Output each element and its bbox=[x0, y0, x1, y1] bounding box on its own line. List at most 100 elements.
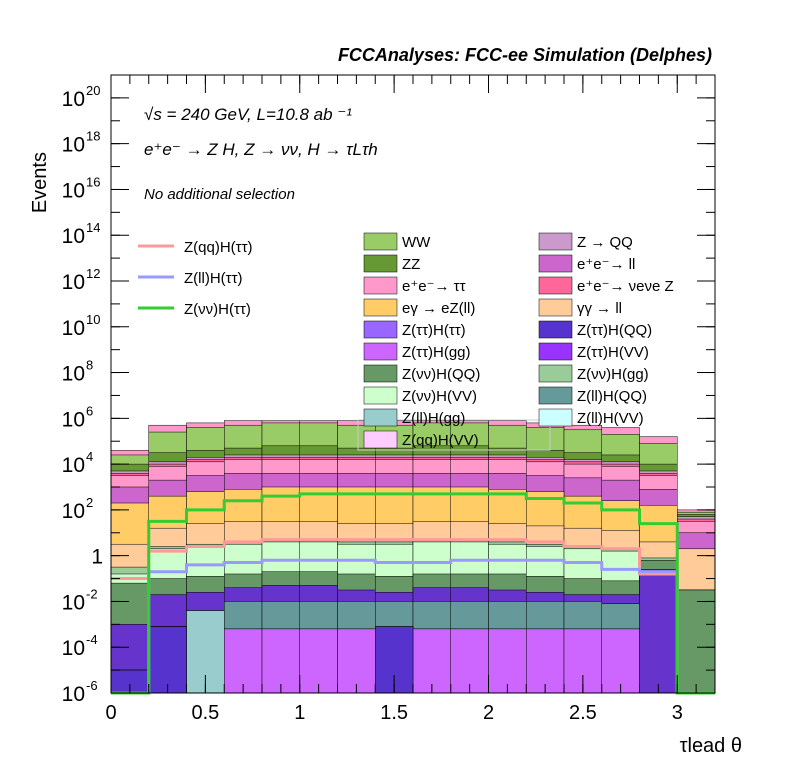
legend-bkg-swatch bbox=[538, 254, 573, 273]
bar-Z(ττ)H(gg)-bin-13 bbox=[601, 628, 640, 694]
legend-bkg-label: e⁺e⁻→ ll bbox=[577, 256, 635, 273]
y-tick-exponent: 20 bbox=[86, 83, 100, 98]
y-tick-exponent: -4 bbox=[86, 632, 98, 647]
legend-bkg-swatch bbox=[363, 298, 398, 317]
legend-bkg-swatch bbox=[538, 386, 573, 405]
x-tick-label: 0.5 bbox=[191, 702, 219, 724]
legend-bkg-swatch bbox=[363, 320, 398, 339]
x-tick-label: 3 bbox=[672, 702, 683, 724]
legend-signal-label: Z(νν)H(ττ) bbox=[184, 301, 251, 318]
y-tick-exponent: 14 bbox=[86, 220, 100, 235]
y-tick-label: 10 bbox=[62, 134, 85, 157]
bar-Z(ττ)H(gg)-bin-5 bbox=[299, 628, 338, 694]
legend-bkg-label: Z(ll)H(gg) bbox=[402, 410, 465, 427]
legend-bkg-label: γγ → ll bbox=[577, 300, 622, 317]
bar-Z(ττ)H(gg)-bin-3 bbox=[224, 628, 263, 694]
y-tick-label: 10 bbox=[62, 500, 85, 523]
y-tick-label: 10 bbox=[62, 408, 85, 431]
legend-bkg-swatch bbox=[363, 254, 398, 273]
bar-Z(ττ)H(gg)-bin-11 bbox=[526, 628, 565, 694]
legend-signal-label: Z(ll)H(ττ) bbox=[184, 270, 243, 287]
y-tick-label: 10 bbox=[62, 88, 85, 111]
legend-bkg-swatch bbox=[363, 408, 398, 427]
legend: Z(qq)H(ττ) Z(ll)H(ττ) Z(νν)H(ττ) WW Z → QQ ZZ… bbox=[138, 232, 674, 451]
legend-bkg-swatch bbox=[538, 408, 573, 427]
histogram-bars bbox=[110, 420, 716, 694]
bar-Z(ττ)H(QQ)-bin-1 bbox=[148, 626, 187, 694]
y-tick-exponent: 6 bbox=[86, 403, 93, 418]
legend-highlight-box bbox=[357, 419, 551, 451]
y-tick-label: 10 bbox=[62, 591, 85, 614]
signal-line-Z(ll)H(ττ) bbox=[111, 558, 715, 695]
x-tick-label: 1 bbox=[294, 702, 305, 724]
y-tick-label: 10 bbox=[62, 363, 85, 386]
y-tick-exponent: 8 bbox=[86, 358, 93, 373]
legend-bkg-label: Z(ττ)H(gg) bbox=[402, 344, 471, 361]
legend-bkg-swatch bbox=[363, 386, 398, 405]
legend-bkg-label: Z(ττ)H(ττ) bbox=[402, 322, 466, 339]
legend-bkg-label: Z(ττ)H(QQ) bbox=[577, 322, 652, 339]
legend-bkg-label: Z(qq)H(VV) bbox=[402, 432, 479, 449]
y-tick-label: 10 bbox=[62, 271, 85, 294]
y-tick-exponent: 16 bbox=[86, 174, 100, 189]
legend-bkg-label: Z → QQ bbox=[577, 234, 633, 251]
y-tick-label: 10 bbox=[62, 225, 85, 248]
selection-label: No additional selection bbox=[144, 186, 295, 203]
y-tick-exponent: 12 bbox=[86, 266, 100, 281]
bar-Z(ττ)H(gg)-bin-4 bbox=[261, 628, 300, 694]
legend-bkg-swatch bbox=[538, 232, 573, 251]
signal-line-Z(νν)H(ττ) bbox=[111, 492, 715, 695]
y-tick-exponent: 2 bbox=[86, 495, 93, 510]
y-tick-exponent: 4 bbox=[86, 449, 93, 464]
y-tick-label: 10 bbox=[62, 179, 85, 202]
y-tick-label: 10 bbox=[62, 317, 85, 340]
legend-bkg-swatch bbox=[538, 342, 573, 361]
legend-bkg-label: Z(νν)H(VV) bbox=[402, 388, 477, 405]
process-label: e⁺e⁻ → Z H, Z → νν, H → τLτh bbox=[144, 140, 378, 159]
y-tick-exponent: 10 bbox=[86, 312, 100, 327]
legend-bkg-label: WW bbox=[402, 234, 431, 251]
legend-bkg-swatch bbox=[363, 430, 398, 449]
y-tick-label: 1 bbox=[91, 546, 103, 569]
y-tick-label: 10 bbox=[62, 454, 85, 477]
legend-bkg-label: Z(ll)H(VV) bbox=[577, 410, 644, 427]
legend-bkg-label: Z(νν)H(QQ) bbox=[402, 366, 480, 383]
legend-bkg-label: Z(ll)H(QQ) bbox=[577, 388, 647, 405]
legend-bkg-label: Z(ττ)H(VV) bbox=[577, 344, 649, 361]
bar-Z(νν)H(QQ)-bin-15 bbox=[677, 589, 716, 694]
x-axis-label: τlead θ bbox=[680, 735, 742, 757]
y-tick-exponent: 18 bbox=[86, 129, 100, 144]
chart-header: FCCAnalyses: FCC-ee Simulation (Delphes) bbox=[338, 45, 712, 65]
legend-bkg-swatch bbox=[538, 320, 573, 339]
legend-bkg-swatch bbox=[538, 364, 573, 383]
x-tick-label: 0 bbox=[105, 702, 116, 724]
bar-Z(ττ)H(gg)-bin-8 bbox=[412, 628, 451, 694]
y-tick-label: 10 bbox=[62, 683, 85, 706]
x-tick-label: 2 bbox=[483, 702, 494, 724]
legend-bkg-label: e⁺e⁻→ νeνe Z bbox=[577, 278, 674, 295]
x-tick-label: 1.5 bbox=[380, 702, 408, 724]
legend-bkg-swatch bbox=[363, 232, 398, 251]
bar-Z(ττ)H(gg)-bin-10 bbox=[488, 628, 527, 694]
signal-line-Z(qq)H(ττ) bbox=[111, 538, 715, 695]
y-tick-exponent: -6 bbox=[86, 678, 98, 693]
legend-bkg-swatch bbox=[363, 364, 398, 383]
signal-lines bbox=[111, 492, 715, 695]
x-tick-label: 2.5 bbox=[569, 702, 597, 724]
bar-Z(ττ)H(gg)-bin-9 bbox=[450, 628, 489, 694]
legend-bkg-label: Z(νν)H(gg) bbox=[577, 366, 649, 383]
y-tick-exponent: -2 bbox=[86, 586, 98, 601]
legend-bkg-swatch bbox=[363, 342, 398, 361]
legend-signal-label: Z(qq)H(ττ) bbox=[184, 239, 253, 256]
legend-bkg-label: ZZ bbox=[402, 256, 420, 273]
bar-Z(ττ)H(VV)-bin-14 bbox=[639, 569, 678, 694]
legend-bkg-label: eγ → eZ(ll) bbox=[402, 300, 475, 317]
legend-bkg-swatch bbox=[538, 298, 573, 317]
y-tick-label: 10 bbox=[62, 637, 85, 660]
bar-Z(ττ)H(gg)-bin-6 bbox=[337, 628, 376, 694]
legend-bkg-swatch bbox=[363, 276, 398, 295]
legend-bkg-label: e⁺e⁻→ ττ bbox=[402, 278, 466, 295]
legend-bkg-swatch bbox=[538, 276, 573, 295]
